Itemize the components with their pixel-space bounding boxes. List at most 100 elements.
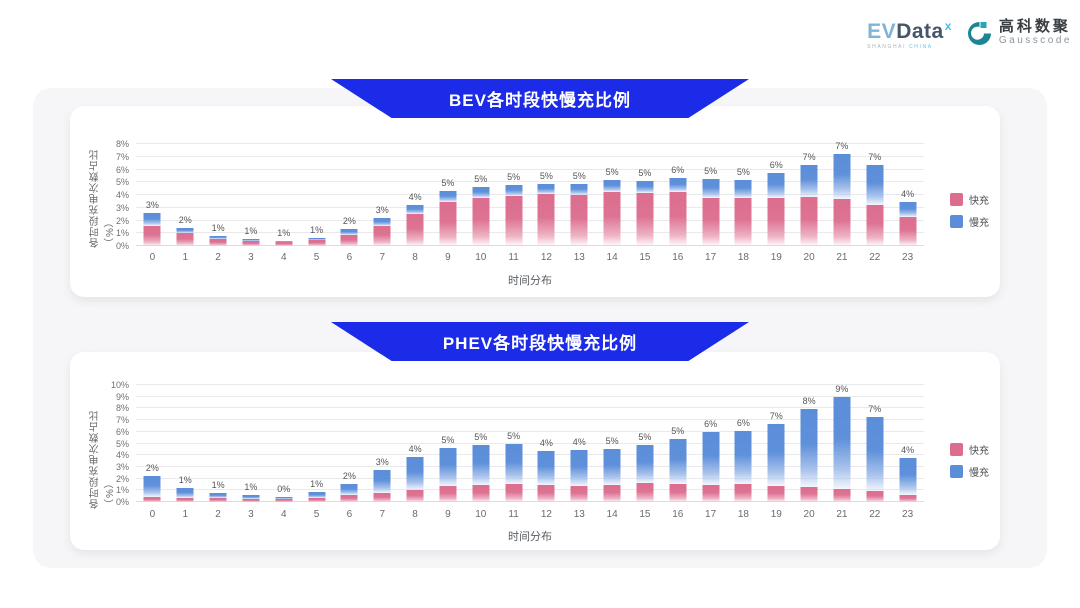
- fast-charge-segment[interactable]: [636, 483, 654, 502]
- fast-charge-segment[interactable]: [767, 485, 785, 502]
- stacked-bar-hour-13[interactable]: [570, 183, 588, 246]
- stacked-bar-hour-1[interactable]: [176, 487, 194, 502]
- stacked-bar-hour-10[interactable]: [472, 445, 490, 502]
- fast-charge-segment[interactable]: [603, 485, 621, 502]
- slow-charge-segment[interactable]: [373, 217, 391, 227]
- stacked-bar-hour-8[interactable]: [406, 456, 424, 502]
- stacked-bar-hour-19[interactable]: [767, 172, 785, 246]
- stacked-bar-hour-16[interactable]: [669, 177, 687, 246]
- slow-charge-segment[interactable]: [209, 236, 227, 239]
- fast-charge-segment[interactable]: [472, 197, 490, 246]
- stacked-bar-hour-6[interactable]: [340, 228, 358, 246]
- stacked-bar-hour-23[interactable]: [899, 457, 917, 502]
- slow-charge-segment[interactable]: [734, 179, 752, 199]
- fast-charge-segment[interactable]: [570, 195, 588, 246]
- slow-charge-segment[interactable]: [340, 483, 358, 495]
- slow-charge-segment[interactable]: [176, 228, 194, 233]
- slow-charge-segment[interactable]: [767, 423, 785, 486]
- fast-charge-segment[interactable]: [340, 494, 358, 502]
- slow-charge-segment[interactable]: [702, 432, 720, 486]
- fast-charge-segment[interactable]: [800, 486, 818, 502]
- stacked-bar-hour-5[interactable]: [308, 238, 326, 246]
- slow-charge-segment[interactable]: [603, 448, 621, 486]
- fast-charge-segment[interactable]: [340, 234, 358, 246]
- fast-charge-segment[interactable]: [899, 216, 917, 246]
- fast-charge-segment[interactable]: [209, 498, 227, 502]
- slow-charge-segment[interactable]: [373, 470, 391, 493]
- fast-charge-segment[interactable]: [143, 496, 161, 502]
- slow-charge-segment[interactable]: [176, 487, 194, 498]
- slow-charge-segment[interactable]: [308, 238, 326, 241]
- slow-charge-segment[interactable]: [833, 396, 851, 490]
- stacked-bar-hour-2[interactable]: [209, 492, 227, 502]
- slow-charge-segment[interactable]: [899, 457, 917, 495]
- legend-item-fast[interactable]: 快充: [950, 192, 989, 207]
- slow-charge-segment[interactable]: [636, 444, 654, 484]
- stacked-bar-hour-0[interactable]: [143, 476, 161, 502]
- slow-charge-segment[interactable]: [866, 416, 884, 491]
- stacked-bar-hour-1[interactable]: [176, 228, 194, 246]
- fast-charge-segment[interactable]: [505, 483, 523, 502]
- stacked-bar-hour-9[interactable]: [439, 191, 457, 246]
- slow-charge-segment[interactable]: [275, 241, 293, 242]
- slow-charge-segment[interactable]: [143, 476, 161, 497]
- slow-charge-segment[interactable]: [439, 191, 457, 203]
- slow-charge-segment[interactable]: [570, 183, 588, 195]
- fast-charge-segment[interactable]: [439, 485, 457, 502]
- stacked-bar-hour-19[interactable]: [767, 423, 785, 502]
- fast-charge-segment[interactable]: [669, 192, 687, 246]
- fast-charge-segment[interactable]: [537, 193, 555, 246]
- fast-charge-segment[interactable]: [702, 485, 720, 502]
- stacked-bar-hour-11[interactable]: [505, 443, 523, 503]
- slow-charge-segment[interactable]: [767, 172, 785, 199]
- stacked-bar-hour-22[interactable]: [866, 165, 884, 246]
- legend-item-fast[interactable]: 快充: [950, 442, 989, 457]
- fast-charge-segment[interactable]: [767, 198, 785, 246]
- slow-charge-segment[interactable]: [505, 185, 523, 197]
- stacked-bar-hour-5[interactable]: [308, 492, 326, 502]
- fast-charge-segment[interactable]: [833, 489, 851, 502]
- slow-charge-segment[interactable]: [669, 177, 687, 193]
- slow-charge-segment[interactable]: [439, 448, 457, 486]
- slow-charge-segment[interactable]: [537, 450, 555, 486]
- stacked-bar-hour-20[interactable]: [800, 409, 818, 502]
- slow-charge-segment[interactable]: [472, 445, 490, 486]
- fast-charge-segment[interactable]: [176, 232, 194, 246]
- fast-charge-segment[interactable]: [472, 485, 490, 502]
- fast-charge-segment[interactable]: [603, 191, 621, 246]
- slow-charge-segment[interactable]: [636, 180, 654, 194]
- fast-charge-segment[interactable]: [537, 485, 555, 502]
- fast-charge-segment[interactable]: [866, 204, 884, 246]
- legend-item-slow[interactable]: 慢充: [950, 464, 989, 479]
- stacked-bar-hour-14[interactable]: [603, 448, 621, 502]
- stacked-bar-hour-22[interactable]: [866, 416, 884, 502]
- fast-charge-segment[interactable]: [702, 197, 720, 246]
- slow-charge-segment[interactable]: [866, 165, 884, 205]
- stacked-bar-hour-16[interactable]: [669, 439, 687, 502]
- stacked-bar-hour-11[interactable]: [505, 185, 523, 246]
- fast-charge-segment[interactable]: [242, 498, 260, 502]
- fast-charge-segment[interactable]: [143, 225, 161, 246]
- stacked-bar-hour-12[interactable]: [537, 450, 555, 502]
- slow-charge-segment[interactable]: [406, 456, 424, 490]
- fast-charge-segment[interactable]: [373, 492, 391, 502]
- stacked-bar-hour-4[interactable]: [275, 496, 293, 502]
- stacked-bar-hour-0[interactable]: [143, 212, 161, 246]
- stacked-bar-hour-18[interactable]: [734, 179, 752, 246]
- stacked-bar-hour-9[interactable]: [439, 448, 457, 502]
- fast-charge-segment[interactable]: [209, 238, 227, 246]
- stacked-bar-hour-8[interactable]: [406, 204, 424, 246]
- fast-charge-segment[interactable]: [308, 240, 326, 246]
- fast-charge-segment[interactable]: [406, 489, 424, 502]
- slow-charge-segment[interactable]: [209, 492, 227, 499]
- stacked-bar-hour-21[interactable]: [833, 154, 851, 246]
- fast-charge-segment[interactable]: [800, 196, 818, 246]
- fast-charge-segment[interactable]: [176, 497, 194, 502]
- slow-charge-segment[interactable]: [800, 409, 818, 487]
- fast-charge-segment[interactable]: [570, 485, 588, 502]
- slow-charge-segment[interactable]: [734, 430, 752, 485]
- stacked-bar-hour-23[interactable]: [899, 202, 917, 246]
- fast-charge-segment[interactable]: [833, 199, 851, 246]
- slow-charge-segment[interactable]: [669, 439, 687, 485]
- stacked-bar-hour-18[interactable]: [734, 430, 752, 502]
